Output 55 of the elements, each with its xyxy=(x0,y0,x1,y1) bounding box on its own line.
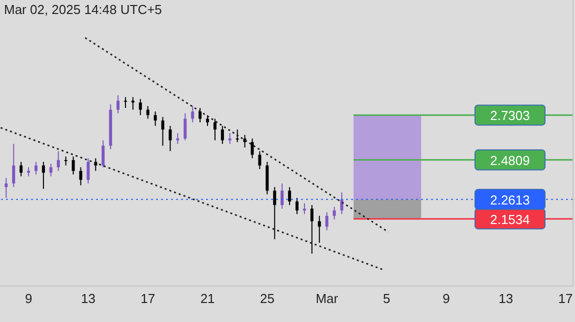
candlestick xyxy=(79,166,82,186)
candlestick xyxy=(302,202,306,215)
candlestick xyxy=(131,96,134,110)
x-tick-label: 21 xyxy=(200,291,215,306)
y-tick-label: 2.1534 xyxy=(490,212,530,227)
x-tick-label: 17 xyxy=(140,291,156,306)
x-tick-label: 13 xyxy=(498,291,514,306)
y-tick-label: 2.2613 xyxy=(490,192,530,208)
candlestick xyxy=(206,114,210,126)
x-tick-label: Mar xyxy=(316,291,339,306)
candlestick xyxy=(138,98,142,116)
y-tick-label: 2.7303 xyxy=(490,108,530,124)
candlestick xyxy=(34,161,38,175)
x-tick-label: 25 xyxy=(260,291,274,306)
candlestick xyxy=(296,197,299,215)
candlestick xyxy=(332,206,336,220)
candlestick xyxy=(184,112,187,141)
candlestick xyxy=(288,186,292,206)
candlestick xyxy=(213,118,216,141)
x-tick-label: 5 xyxy=(382,291,390,306)
candlestick xyxy=(325,212,328,231)
candlestick xyxy=(176,132,180,144)
candlestick xyxy=(258,150,262,170)
candlestick xyxy=(161,116,164,146)
candlestick xyxy=(49,163,52,177)
candlestick xyxy=(102,140,105,168)
candlestick xyxy=(146,106,150,120)
candlestick xyxy=(318,215,321,244)
candlestick xyxy=(228,132,232,144)
candlestick xyxy=(20,161,23,177)
candlestick xyxy=(72,156,75,175)
candlestick xyxy=(12,143,16,188)
x-tick-label: 9 xyxy=(442,291,450,306)
y-tick-label: 2.4809 xyxy=(490,152,530,168)
candlestick xyxy=(280,182,284,210)
candlestick xyxy=(56,150,60,172)
annotation: Mar 02, 2025 14:48 UTC+5 xyxy=(4,2,162,17)
candlestick xyxy=(124,96,127,108)
candlestick xyxy=(191,106,194,123)
candlestick xyxy=(86,158,90,184)
candlestick xyxy=(220,125,224,144)
candlestick xyxy=(250,138,254,159)
candlestick xyxy=(42,161,45,190)
x-tick-label: 9 xyxy=(24,291,32,306)
x-tick-label: 17 xyxy=(558,291,573,306)
candlestick xyxy=(4,178,8,198)
candlestick xyxy=(310,204,314,254)
candlestick xyxy=(273,186,276,240)
x-tick-label: 13 xyxy=(81,291,96,306)
candlestick xyxy=(168,125,172,152)
candlestick xyxy=(198,107,202,123)
candlestick xyxy=(154,111,157,126)
candlestick xyxy=(340,192,344,215)
candlestick xyxy=(116,94,120,114)
candlestick xyxy=(236,129,239,143)
